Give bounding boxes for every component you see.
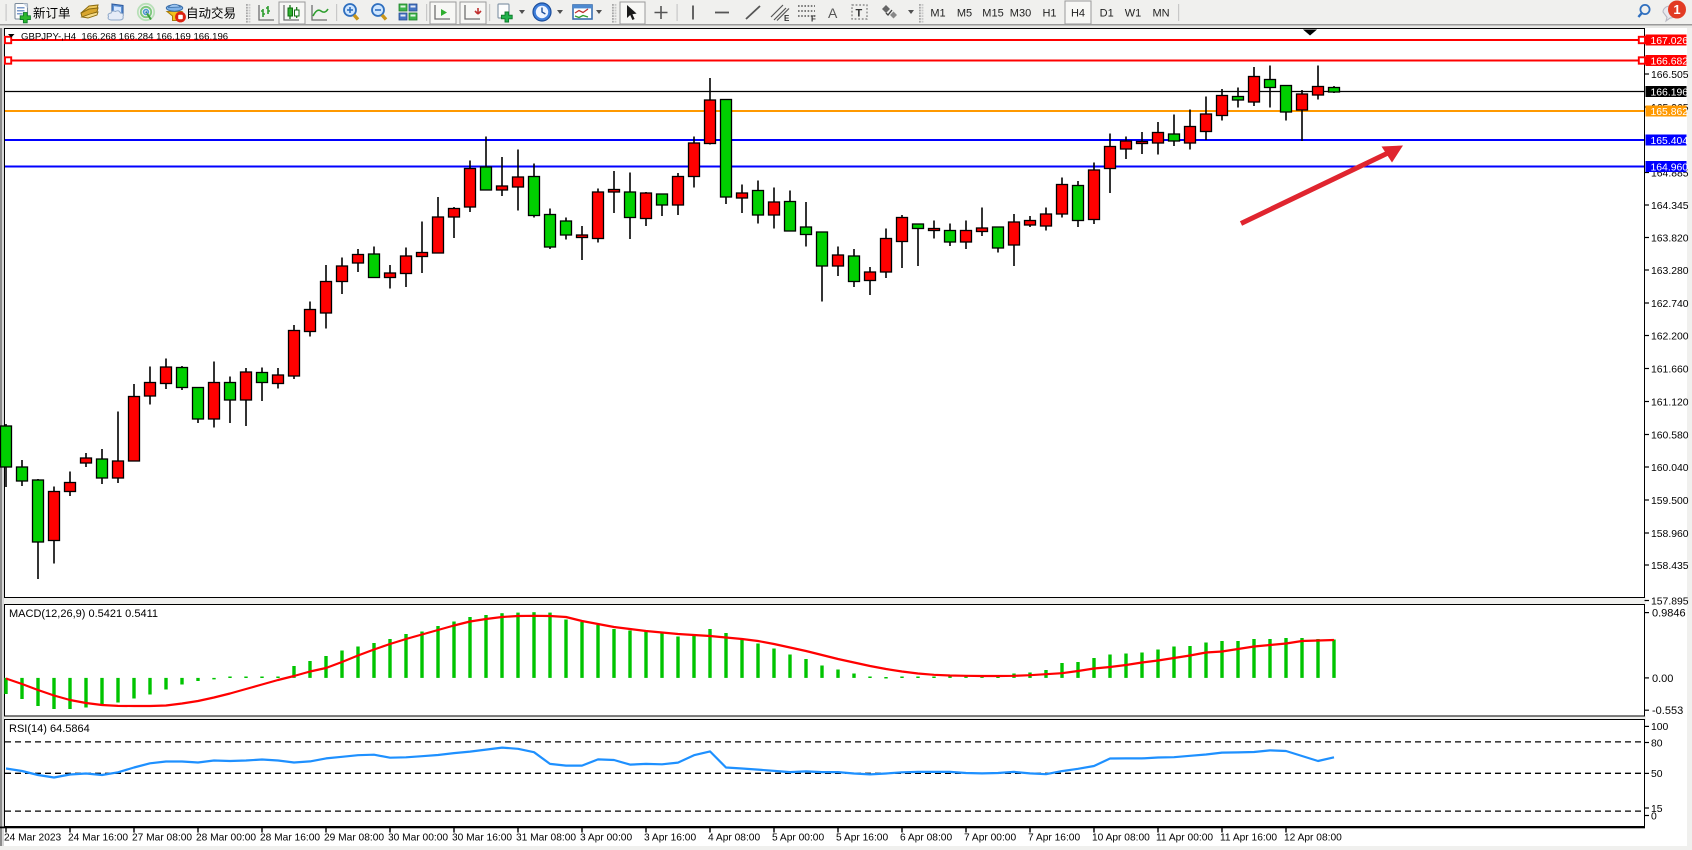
svg-text:GBPJPY-,H4 166.268 166.284 16: GBPJPY-,H4 166.268 166.284 166.169 166.1… [21,32,228,43]
svg-text:11 Apr 16:00: 11 Apr 16:00 [1220,833,1277,844]
svg-text:158.435: 158.435 [1651,561,1689,572]
svg-text:163.280: 163.280 [1651,266,1689,277]
svg-text:H1: H1 [1042,8,1056,20]
svg-text:29 Mar 08:00: 29 Mar 08:00 [324,833,384,844]
svg-text:E: E [784,14,790,23]
svg-text:160.580: 160.580 [1651,430,1689,441]
svg-text:0: 0 [1651,811,1657,822]
svg-text:M15: M15 [982,8,1003,20]
svg-text:H4: H4 [1071,8,1085,20]
svg-text:31 Mar 08:00: 31 Mar 08:00 [516,833,576,844]
svg-text:166.505: 166.505 [1651,70,1689,81]
svg-text:164.960: 164.960 [1651,162,1689,173]
svg-text:3 Apr 16:00: 3 Apr 16:00 [644,833,696,844]
svg-text:161.660: 161.660 [1651,364,1689,375]
svg-text:100: 100 [1651,722,1669,733]
svg-text:-0.553: -0.553 [1652,705,1683,717]
svg-text:MACD(12,26,9) 0.5421 0.5411: MACD(12,26,9) 0.5421 0.5411 [9,608,158,620]
svg-text:0.9846: 0.9846 [1652,608,1686,620]
svg-text:162.200: 162.200 [1651,331,1689,342]
svg-text:28 Mar 00:00: 28 Mar 00:00 [196,833,256,844]
svg-text:10 Apr 08:00: 10 Apr 08:00 [1092,833,1150,844]
svg-text:RSI(14) 64.5864: RSI(14) 64.5864 [9,723,90,735]
svg-text:30 Mar 00:00: 30 Mar 00:00 [388,833,448,844]
svg-text:161.120: 161.120 [1651,397,1689,408]
svg-text:M1: M1 [930,8,945,20]
svg-text:162.740: 162.740 [1651,299,1689,310]
svg-text:164.345: 164.345 [1651,201,1689,212]
svg-text:MN: MN [1152,8,1169,20]
svg-text:0.00: 0.00 [1652,673,1673,685]
svg-text:1: 1 [1673,2,1680,17]
svg-text:160.040: 160.040 [1651,463,1689,474]
svg-text:4 Apr 08:00: 4 Apr 08:00 [708,833,760,844]
svg-text:158.960: 158.960 [1651,529,1689,540]
svg-text:12 Apr 08:00: 12 Apr 08:00 [1284,833,1342,844]
svg-text:新订单: 新订单 [33,6,71,21]
svg-text:30 Mar 16:00: 30 Mar 16:00 [452,833,512,844]
svg-text:28 Mar 16:00: 28 Mar 16:00 [260,833,320,844]
svg-text:24 Mar 2023: 24 Mar 2023 [4,833,62,844]
svg-text:F: F [811,15,816,24]
svg-text:166.682: 166.682 [1651,56,1689,67]
svg-text:D1: D1 [1100,8,1114,20]
svg-text:15: 15 [1651,804,1663,815]
svg-text:27 Mar 08:00: 27 Mar 08:00 [132,833,192,844]
svg-text:159.500: 159.500 [1651,496,1689,507]
svg-text:167.026: 167.026 [1651,36,1689,47]
svg-text:3 Apr 00:00: 3 Apr 00:00 [580,833,632,844]
svg-text:166.196: 166.196 [1651,87,1689,98]
svg-text:50: 50 [1651,769,1663,780]
svg-text:自动交易: 自动交易 [186,6,236,21]
svg-text:5 Apr 00:00: 5 Apr 00:00 [772,833,824,844]
svg-text:80: 80 [1651,738,1663,749]
svg-text:165.404: 165.404 [1651,136,1689,147]
svg-text:164.885: 164.885 [1651,168,1689,179]
svg-text:7 Apr 16:00: 7 Apr 16:00 [1028,833,1080,844]
svg-text:M30: M30 [1010,8,1031,20]
svg-text:157.895: 157.895 [1651,596,1689,607]
svg-text:T: T [856,8,863,20]
svg-text:163.820: 163.820 [1651,233,1689,244]
svg-text:11 Apr 00:00: 11 Apr 00:00 [1156,833,1213,844]
svg-text:A: A [828,5,838,21]
svg-text:5 Apr 16:00: 5 Apr 16:00 [836,833,888,844]
svg-text:W1: W1 [1125,8,1142,20]
svg-text:M5: M5 [957,8,972,20]
svg-text:165.862: 165.862 [1651,107,1689,118]
svg-text:6 Apr 08:00: 6 Apr 08:00 [900,833,952,844]
svg-text:24 Mar 16:00: 24 Mar 16:00 [68,833,128,844]
svg-text:7 Apr 00:00: 7 Apr 00:00 [964,833,1016,844]
